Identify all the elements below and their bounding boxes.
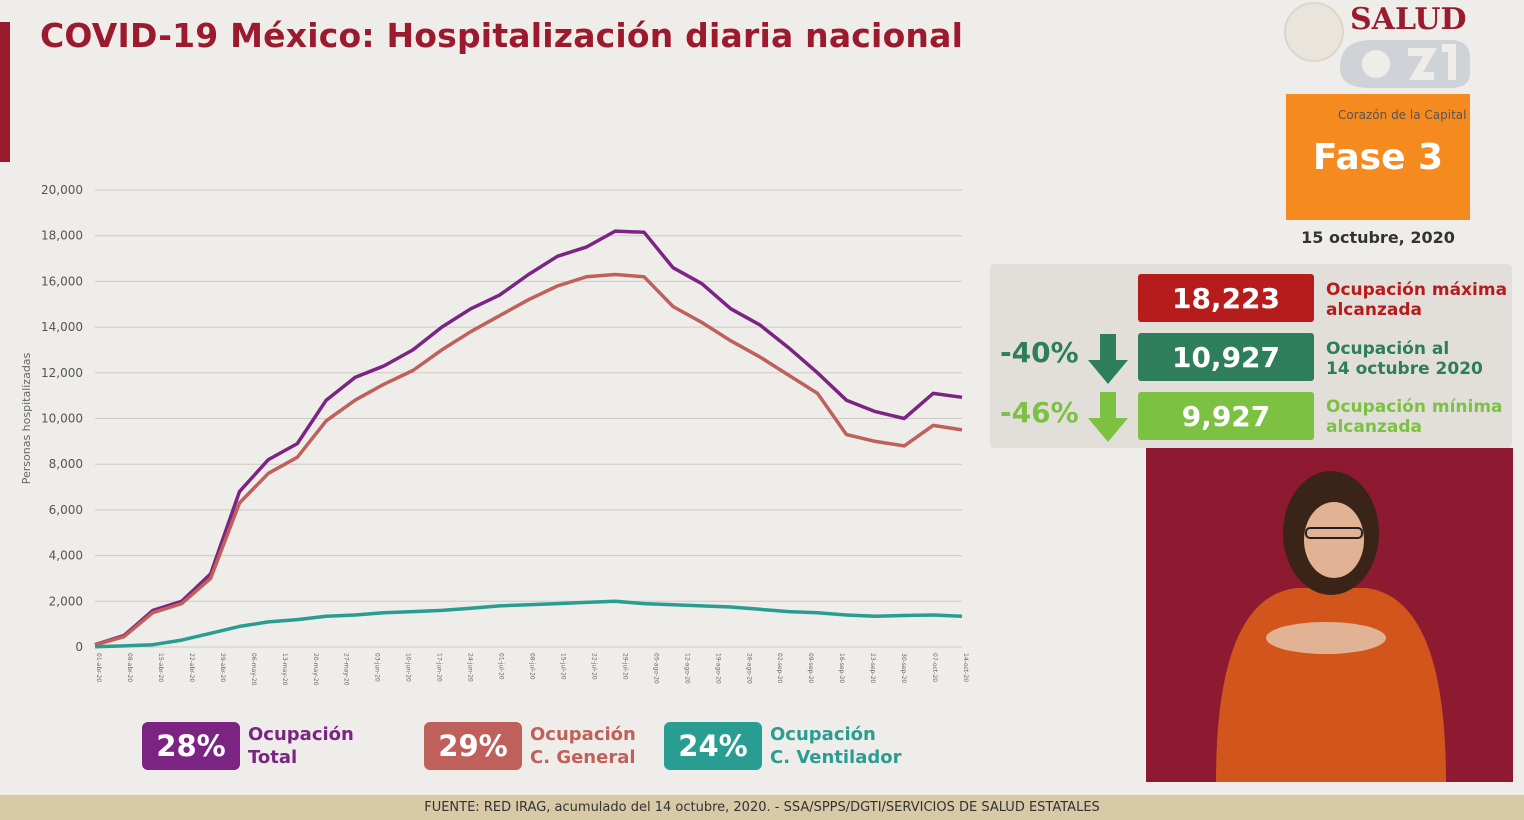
government-seal-icon (1284, 2, 1344, 62)
y-axis-title: Personas hospitalizadas (20, 352, 33, 484)
x-tick-label: 13-may-20 (281, 653, 288, 686)
legend-label-general: Ocupación C. General (530, 723, 636, 769)
x-tick-label: 19-ago-20 (714, 653, 721, 684)
x-tick-label: 30-sep-20 (900, 653, 907, 683)
channel-logo-icon (1340, 40, 1470, 88)
legend-line2: C. General (530, 747, 636, 768)
series-line (94, 272, 963, 647)
x-tick-label: 15-jul-20 (559, 653, 566, 680)
line-chart: 0 2,000 4,000 6,000 8,000 10,000 12,000 14,000 1… (20, 183, 969, 686)
legend-line1: Ocupación (248, 724, 354, 745)
x-tick-label: 08-abr-20 (126, 653, 133, 682)
report-date: 15 octubre, 2020 (1301, 228, 1455, 247)
stat-min-label-1: Ocupación mínima (1326, 397, 1503, 417)
x-tick-label: 02-sep-20 (776, 653, 783, 683)
accent-bar (0, 22, 10, 162)
y-tick-label: 8,000 (49, 457, 83, 471)
x-tick-label: 01-jul-20 (498, 653, 505, 680)
legend-item-general: 29% Ocupación C. General (424, 722, 636, 770)
x-tick-label: 27-may-20 (343, 653, 350, 686)
interpreter-figure-icon (1216, 471, 1446, 782)
x-tick-label: 23-sep-20 (869, 653, 876, 683)
x-tick-label: 12-ago-20 (683, 653, 690, 684)
stat-max-label: Ocupación máxima alcanzada (1326, 280, 1507, 320)
page-title: COVID-19 México: Hospitalización diaria … (40, 16, 964, 55)
stat-current-label-2: 14 octubre 2020 (1326, 359, 1483, 379)
x-tick-label: 14-oct-20 (962, 653, 969, 682)
legend-line1: Ocupación (530, 724, 636, 745)
salud-logo: SALUD (1350, 2, 1467, 37)
x-tick-label: 07-oct-20 (931, 653, 938, 682)
x-tick-label: 03-jun-20 (374, 653, 381, 682)
x-tick-label: 17-jun-20 (436, 653, 443, 682)
x-tick-label: 08-jul-20 (529, 653, 536, 680)
x-tick-label: 29-abr-20 (219, 653, 226, 682)
x-tick-label: 01-abr-20 (95, 653, 102, 682)
x-tick-label: 16-sep-20 (838, 653, 845, 683)
x-tick-label: 05-ago-20 (652, 653, 659, 684)
stat-min-value: 9,927 (1138, 392, 1314, 440)
y-tick-label: 14,000 (41, 320, 83, 334)
interpreter-video (1146, 448, 1513, 782)
legend-item-total: 28% Ocupación Total (142, 722, 354, 770)
y-tick-label: 12,000 (41, 366, 83, 380)
x-tick-label: 09-sep-20 (807, 653, 814, 683)
stat-min-pct: -46% (1000, 396, 1079, 429)
legend-line2: C. Ventilador (770, 747, 902, 768)
y-tick-label: 16,000 (41, 274, 83, 288)
fase-badge: Fase 3 (1286, 94, 1470, 220)
down-arrow-icon (1088, 392, 1128, 442)
y-tick-label: 0 (75, 640, 83, 654)
legend-badge-ventilador: 24% (664, 722, 762, 770)
y-tick-label: 2,000 (49, 594, 83, 608)
legend-badge-general: 29% (424, 722, 522, 770)
legend-line2: Total (248, 747, 298, 768)
series-line (94, 599, 963, 649)
channel-tagline: Corazón de la Capital (1338, 108, 1467, 122)
stat-max-label-2: alcanzada (1326, 300, 1422, 320)
legend-line1: Ocupación (770, 724, 876, 745)
stat-min-label: Ocupación mínima alcanzada (1326, 397, 1503, 437)
stat-current-label-1: Ocupación al (1326, 339, 1450, 359)
stat-current-value: 10,927 (1138, 333, 1314, 381)
x-tick-label: 22-abr-20 (188, 653, 195, 682)
x-tick-label: 24-jun-20 (467, 653, 474, 682)
x-tick-label: 29-jul-20 (621, 653, 628, 680)
series-line (94, 229, 963, 647)
y-tick-label: 18,000 (41, 229, 83, 243)
stat-max-label-1: Ocupación máxima (1326, 280, 1508, 300)
stat-min-label-2: alcanzada (1326, 417, 1422, 437)
x-tick-label: 26-ago-20 (745, 653, 752, 684)
legend-item-ventilador: 24% Ocupación C. Ventilador (664, 722, 902, 770)
x-tick-label: 10-jun-20 (405, 653, 412, 682)
source-footer: FUENTE: RED IRAG, acumulado del 14 octub… (0, 795, 1524, 820)
x-tick-label: 22-jul-20 (590, 653, 597, 680)
y-tick-label: 4,000 (49, 549, 83, 563)
x-tick-label: 20-may-20 (312, 653, 319, 686)
stat-max-value: 18,223 (1138, 274, 1314, 322)
legend-label-ventilador: Ocupación C. Ventilador (770, 723, 902, 769)
x-tick-label: 15-abr-20 (157, 653, 164, 682)
legend-label-total: Ocupación Total (248, 723, 354, 769)
x-tick-label: 06-may-20 (250, 653, 257, 686)
down-arrow-icon (1088, 334, 1128, 384)
legend-badge-total: 28% (142, 722, 240, 770)
y-tick-label: 20,000 (41, 183, 83, 197)
stat-current-pct: -40% (1000, 336, 1079, 369)
stat-current-label: Ocupación al 14 octubre 2020 (1326, 339, 1483, 379)
y-tick-label: 10,000 (41, 412, 83, 426)
y-tick-label: 6,000 (49, 503, 83, 517)
